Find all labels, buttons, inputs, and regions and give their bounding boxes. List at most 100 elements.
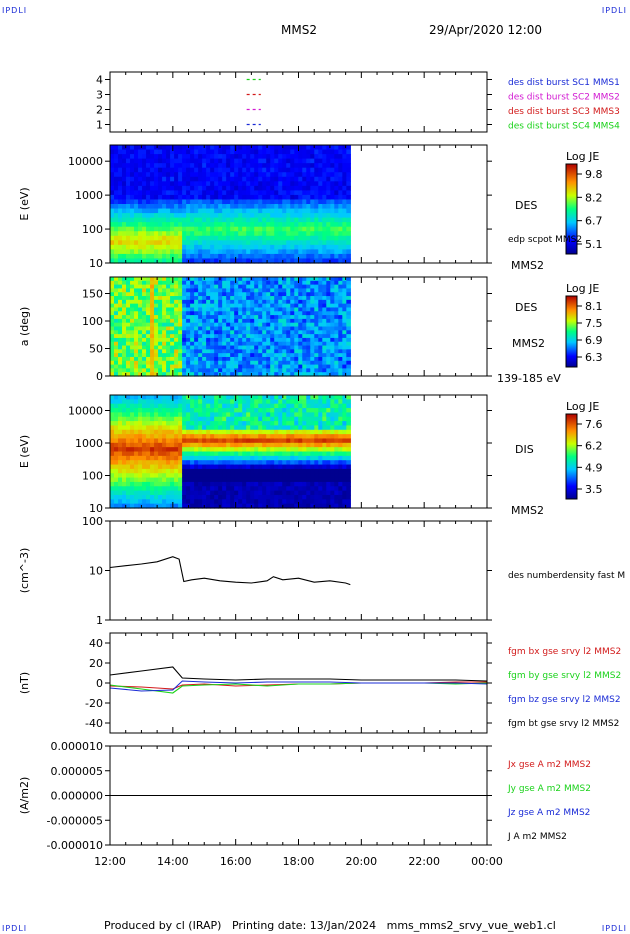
spectrogram-cell bbox=[170, 416, 175, 422]
spectrogram-cell bbox=[254, 167, 259, 173]
spectrogram-cell bbox=[182, 468, 187, 474]
spectrogram-cell bbox=[194, 288, 199, 293]
spectrogram-cell bbox=[198, 307, 203, 312]
spectrogram-cell bbox=[114, 364, 119, 369]
spectrogram-cell bbox=[338, 473, 343, 479]
spectrogram-cell bbox=[266, 181, 271, 187]
spectrogram-cell bbox=[166, 217, 171, 223]
spectrogram-cell bbox=[114, 235, 119, 241]
spectrogram-cell bbox=[258, 253, 263, 260]
spectrogram-cell bbox=[238, 318, 243, 324]
spectrogram-cell bbox=[310, 204, 315, 210]
spectrogram-cell bbox=[306, 486, 311, 492]
spectrogram-cell bbox=[342, 434, 347, 440]
spectrogram-cell bbox=[314, 154, 319, 160]
spectrogram-cell bbox=[218, 249, 223, 255]
spectrogram-cell bbox=[270, 341, 275, 347]
spectrogram-cell bbox=[118, 460, 123, 466]
spectrogram-cell bbox=[314, 434, 319, 440]
spectrogram-cell bbox=[146, 204, 151, 210]
spectrogram-cell bbox=[194, 360, 199, 366]
spectrogram-cell bbox=[346, 199, 351, 205]
spectrogram-cell bbox=[218, 176, 223, 182]
spectrogram-cell bbox=[210, 307, 215, 312]
spectrogram-cell bbox=[206, 299, 211, 305]
spectrogram-cell bbox=[126, 158, 131, 164]
spectrogram-cell bbox=[282, 494, 287, 500]
spectrogram-cell bbox=[326, 158, 331, 164]
spectrogram-cell bbox=[150, 292, 155, 297]
spectrogram-cell bbox=[322, 158, 327, 164]
spectrogram-cell bbox=[122, 244, 127, 250]
spectrogram-cell bbox=[334, 326, 339, 331]
spectrogram-cell bbox=[302, 231, 307, 237]
spectrogram-cell bbox=[154, 353, 159, 358]
spectrogram-cell bbox=[146, 408, 151, 413]
spectrogram-cell bbox=[278, 249, 283, 255]
spectrogram-cell bbox=[338, 204, 343, 210]
spectrogram-cell bbox=[222, 334, 227, 339]
spectrogram-cell bbox=[266, 326, 271, 331]
spectrogram-cell bbox=[134, 330, 139, 335]
spectrogram-cell bbox=[230, 477, 235, 483]
spectrogram-cell bbox=[150, 473, 155, 479]
spectrogram-cell bbox=[290, 326, 295, 331]
spectrogram-cell bbox=[262, 353, 267, 358]
spectrogram-cell bbox=[230, 172, 235, 178]
spectrogram-cell bbox=[274, 403, 279, 409]
spectrogram-cell bbox=[178, 213, 183, 219]
spectrogram-cell bbox=[330, 473, 335, 479]
spectrogram-cell bbox=[334, 154, 339, 160]
spectrogram-cell bbox=[174, 253, 179, 260]
spectrogram-cell bbox=[186, 403, 191, 409]
spectrogram-cell bbox=[342, 277, 347, 282]
spectrogram-cell bbox=[126, 372, 131, 377]
spectrogram-cell bbox=[166, 481, 171, 487]
spectrogram-cell bbox=[166, 231, 171, 237]
spectrogram-cell bbox=[250, 322, 255, 328]
spectrogram-cell bbox=[146, 322, 151, 328]
spectrogram-cell bbox=[114, 318, 119, 324]
spectrogram-cell bbox=[338, 167, 343, 173]
spectrogram-cell bbox=[254, 412, 259, 418]
spectrogram-cell bbox=[254, 330, 259, 335]
spectrogram-cell bbox=[210, 330, 215, 335]
spectrogram-cell bbox=[174, 199, 179, 205]
spectrogram-cell bbox=[250, 353, 255, 358]
spectrogram-cell bbox=[214, 403, 219, 409]
spectrogram-cell bbox=[130, 408, 135, 413]
spectrogram-cell bbox=[286, 455, 291, 461]
spectrogram-cell bbox=[258, 416, 263, 422]
spectrogram-cell bbox=[274, 145, 279, 151]
spectrogram-cell bbox=[190, 185, 195, 191]
spectrogram-cell bbox=[226, 468, 231, 474]
spectrogram-cell bbox=[230, 253, 235, 260]
spectrogram-cell bbox=[142, 296, 147, 301]
spectrogram-cell bbox=[194, 154, 199, 160]
spectrogram-cell bbox=[210, 416, 215, 422]
spectrogram-cell bbox=[278, 360, 283, 366]
spectrogram-cell bbox=[246, 217, 251, 223]
spectrogram-cell bbox=[206, 181, 211, 187]
spectrogram-cell bbox=[290, 455, 295, 461]
spectrogram-cell bbox=[146, 481, 151, 487]
spectrogram-cell bbox=[314, 486, 319, 492]
spectrogram-cell bbox=[314, 425, 319, 431]
spectrogram-cell bbox=[310, 494, 315, 500]
spectrogram-cell bbox=[262, 412, 267, 418]
spectrogram-cell bbox=[246, 307, 251, 312]
spectrogram-cell bbox=[262, 194, 267, 201]
spectrogram-cell bbox=[122, 145, 127, 151]
spectrogram-cell bbox=[214, 176, 219, 182]
spectrogram-cell bbox=[202, 249, 207, 255]
spectrogram-cell bbox=[194, 307, 199, 312]
spectrogram-cell bbox=[174, 326, 179, 331]
spectrogram-cell bbox=[206, 349, 211, 354]
spectrogram-cell bbox=[270, 499, 275, 505]
spectrogram-cell bbox=[138, 345, 143, 350]
spectrogram-cell bbox=[246, 172, 251, 178]
spectrogram-cell bbox=[222, 403, 227, 409]
spectrogram-cell bbox=[218, 158, 223, 164]
spectrogram-cell bbox=[174, 451, 179, 457]
spectrogram-cell bbox=[194, 429, 199, 435]
